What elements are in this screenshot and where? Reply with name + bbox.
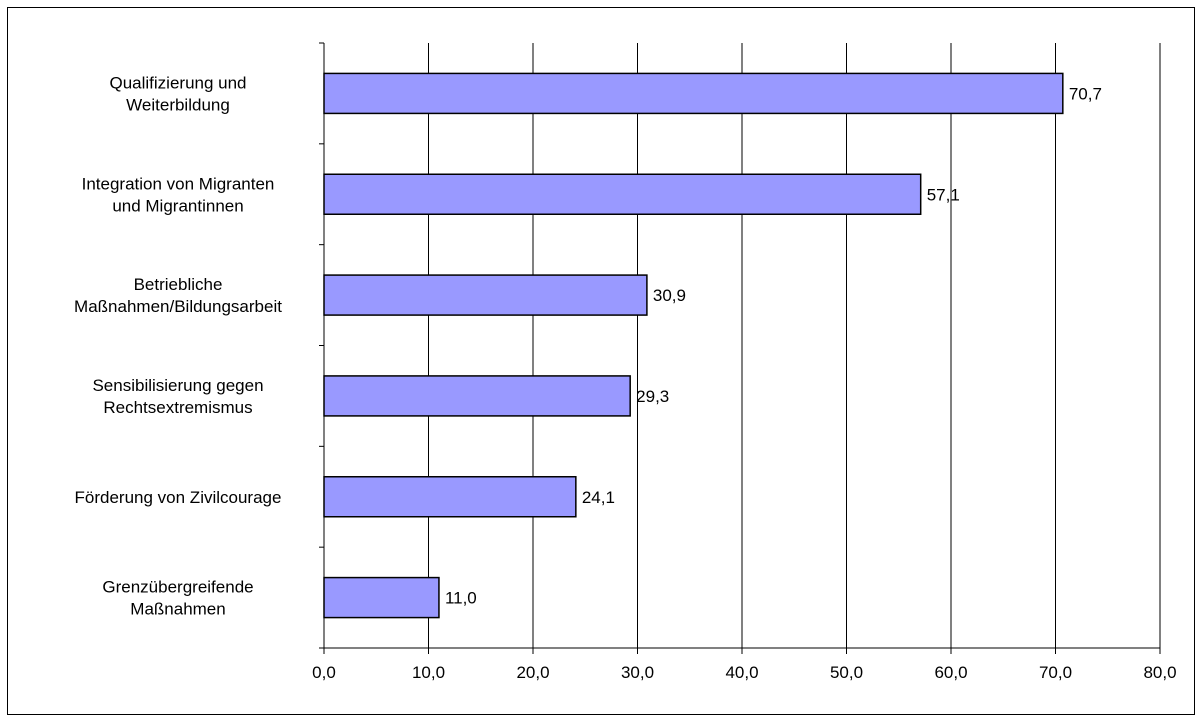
category-label-line: Förderung von Zivilcourage	[75, 488, 282, 507]
category-label: Sensibilisierung gegen Rechtsextremismus	[92, 376, 263, 417]
bar	[323, 476, 577, 518]
category-label-line: Sensibilisierung gegen	[92, 376, 263, 395]
axes	[319, 42, 1161, 654]
bar	[323, 576, 440, 619]
bar-chart: 0,0 10,0 20,0 30,0 40,0 50,0 60,0 70,0 80,0 70,7 Q…	[74, 42, 1177, 682]
data-label: 29,3	[636, 387, 669, 406]
x-tick-label: 70,0	[1039, 663, 1072, 682]
bar	[323, 375, 631, 417]
x-tick-label: 80,0	[1143, 663, 1176, 682]
x-tick-label: 20,0	[516, 663, 549, 682]
bars	[323, 72, 1064, 619]
category-label-line: Integration von Migranten	[82, 174, 275, 193]
category-label-line: Maßnahmen/Bildungsarbeit	[74, 297, 282, 316]
bar	[323, 274, 648, 316]
data-label: 57,1	[927, 185, 960, 204]
category-label: Förderung von Zivilcourage	[75, 488, 282, 507]
category-label-line: Betriebliche	[134, 275, 223, 294]
data-label: 30,9	[653, 286, 686, 305]
bar	[323, 173, 922, 215]
chart-frame: 0,0 10,0 20,0 30,0 40,0 50,0 60,0 70,0 80,0 70,7 Q…	[7, 7, 1195, 715]
gridlines	[428, 43, 1161, 648]
category-label-line: Qualifizierung und	[109, 73, 246, 92]
category-label-line: Weiterbildung	[126, 95, 230, 114]
category-label: Integration von Migranten und Migrantinne…	[82, 174, 275, 215]
category-label-line: Maßnahmen	[130, 600, 225, 619]
category-label: Grenzübergreifende Maßnahmen	[102, 578, 253, 619]
category-label: Qualifizierung und Weiterbildung	[109, 73, 246, 114]
x-tick-label: 40,0	[725, 663, 758, 682]
x-tick-label: 60,0	[934, 663, 967, 682]
bar	[323, 72, 1064, 115]
data-label: 70,7	[1069, 84, 1102, 103]
category-label: Betriebliche Maßnahmen/Bildungsarbeit	[74, 275, 282, 316]
x-tick-label: 50,0	[830, 663, 863, 682]
category-label-line: und Migrantinnen	[112, 196, 243, 215]
x-tick-label: 10,0	[412, 663, 445, 682]
x-tick-label: 30,0	[621, 663, 654, 682]
data-label: 24,1	[582, 488, 615, 507]
labels: 0,0 10,0 20,0 30,0 40,0 50,0 60,0 70,0 80,0 70,7 Q…	[74, 73, 1177, 682]
category-label-line: Grenzübergreifende	[102, 578, 253, 597]
x-tick-label: 0,0	[312, 663, 336, 682]
category-label-line: Rechtsextremismus	[103, 398, 252, 417]
data-label: 11,0	[445, 589, 477, 608]
